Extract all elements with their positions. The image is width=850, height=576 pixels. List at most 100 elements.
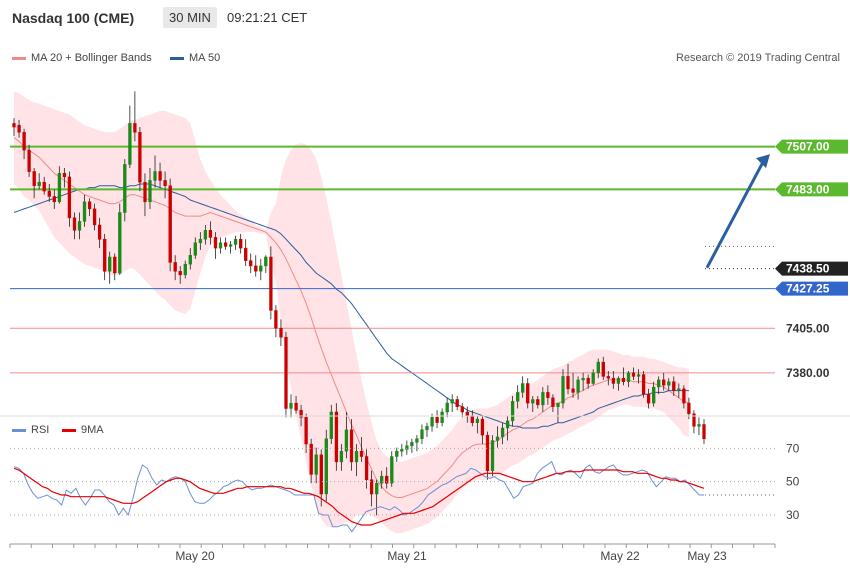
candle-body (244, 247, 248, 261)
candle-body (349, 429, 354, 463)
rsi-line (13, 460, 704, 533)
candle (314, 447, 318, 484)
level-label-7483.00: 7483.00 (786, 182, 830, 196)
candle-body (12, 123, 16, 128)
candle (697, 417, 701, 436)
candle-body (87, 201, 92, 210)
candle-body (113, 256, 117, 274)
candle (173, 255, 177, 281)
candle (279, 319, 283, 347)
candle-body (213, 237, 218, 249)
candle-body (57, 173, 62, 203)
candle (702, 419, 706, 445)
candle-body (289, 402, 293, 409)
candle-body (299, 409, 303, 418)
candle (667, 378, 671, 391)
candle-body (430, 417, 434, 427)
candle-body (581, 377, 585, 381)
candle-body (108, 256, 112, 272)
legend-ma50-label: MA 50 (189, 52, 221, 64)
candle-body (223, 242, 228, 247)
candle-body (395, 450, 399, 457)
candle (435, 410, 439, 429)
candle-body (692, 413, 696, 427)
candle-body (148, 180, 152, 203)
candle (405, 440, 409, 455)
candle (143, 173, 147, 217)
candle (27, 144, 31, 177)
candle-body (188, 255, 192, 265)
candle (148, 167, 152, 209)
candle-body (682, 388, 686, 404)
candle (133, 91, 137, 142)
candle (541, 387, 545, 412)
candle-body (67, 176, 72, 219)
candle (249, 253, 253, 274)
candle (77, 212, 82, 240)
last-price-tag (775, 261, 848, 276)
candle-body (435, 417, 439, 423)
bollinger-band (14, 91, 689, 534)
candle-body (470, 415, 474, 423)
rsi-tick-50: 50 (786, 475, 800, 489)
candle (596, 358, 600, 379)
candle (22, 128, 26, 160)
candle-body (556, 402, 560, 407)
candle-body (672, 381, 676, 391)
candle (344, 412, 349, 459)
candle (561, 369, 565, 409)
candle-body (218, 242, 223, 249)
x-tick-label: May 20 (175, 549, 215, 563)
candle-body (319, 454, 323, 495)
candle (485, 431, 490, 480)
candle-body (304, 417, 308, 445)
candle-body (359, 450, 364, 457)
candle-body (369, 479, 374, 495)
candle-body (495, 436, 500, 441)
candle-body (168, 185, 172, 263)
candle-body (259, 265, 263, 272)
candle-body (97, 224, 102, 240)
candle-body (646, 393, 651, 404)
candle-body (264, 256, 268, 267)
legend-rsi: RSI (12, 424, 49, 436)
candle-body (324, 438, 328, 495)
candle-body (626, 372, 631, 382)
rsi-swatch (12, 428, 26, 432)
last-price-label: 7438.50 (786, 262, 830, 276)
timeframe-badge[interactable]: 30 MIN (163, 7, 217, 28)
candle-body (485, 434, 490, 472)
candle-body (596, 361, 600, 374)
candle (586, 374, 590, 389)
candle (390, 451, 394, 487)
candle-body (42, 181, 46, 192)
candle-body (516, 392, 520, 402)
candle (163, 171, 167, 199)
legend-ma50: MA 50 (170, 52, 220, 64)
candle-body (702, 424, 706, 440)
candle (57, 166, 62, 204)
candle (657, 376, 661, 395)
candle-body (561, 376, 565, 404)
candle-body (526, 383, 530, 404)
x-tick-label: May 23 (687, 549, 727, 563)
candle (223, 237, 228, 250)
candle (274, 305, 278, 338)
candle (621, 367, 626, 386)
candle (42, 176, 46, 195)
candle-body (364, 456, 369, 480)
candle-body (385, 475, 389, 484)
level-tag-7483.00 (775, 182, 848, 197)
candle-body (586, 377, 590, 384)
candle (395, 447, 399, 462)
candle (188, 248, 192, 270)
candle-body (415, 438, 419, 443)
candle-body (284, 336, 288, 409)
legend-bollinger: MA 20 + Bollinger Bands (12, 52, 152, 64)
candle (193, 237, 197, 259)
candle-body (606, 376, 610, 379)
x-tick-label: May 21 (387, 549, 427, 563)
candle-body (163, 180, 167, 186)
candle (516, 385, 520, 409)
